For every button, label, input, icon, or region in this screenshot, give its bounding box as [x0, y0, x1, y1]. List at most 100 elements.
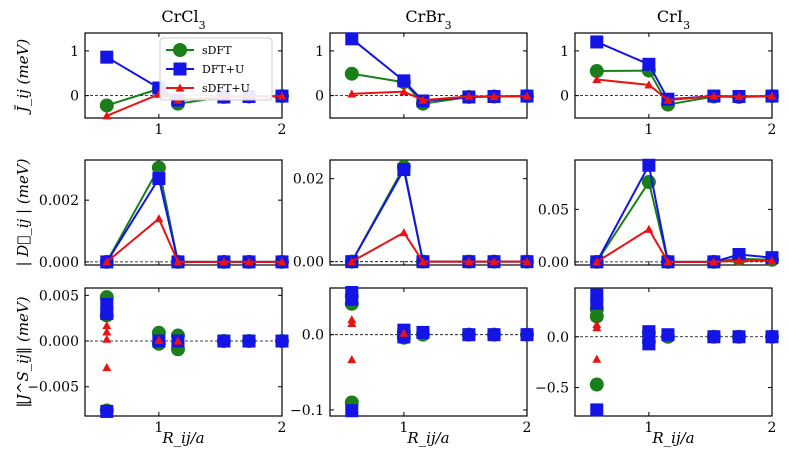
row-ylabel-0: J̄_ij (meV): [14, 39, 32, 116]
point-sDFT+U: [347, 89, 357, 98]
y-tick-label: 0.00: [293, 255, 324, 271]
axes-frame: [84, 32, 283, 119]
point-sDFT+U: [709, 91, 719, 100]
point-sDFT+U: [418, 95, 428, 104]
series-line-sDFT+U: [351, 90, 528, 102]
point-DFT+U: [642, 337, 656, 351]
point-sDFT+U: [173, 336, 183, 345]
point-DFT+U: [397, 330, 411, 344]
point-DFT+U: [732, 330, 746, 344]
point-sDFT+U: [399, 228, 409, 237]
point-sDFT+U: [592, 75, 602, 84]
x-tick-label: 2: [768, 122, 777, 138]
point-DFT+U: [642, 158, 656, 172]
point-sDFT+U: [644, 80, 654, 89]
y-tick-label: 1: [70, 44, 79, 60]
point-sDFT+U: [102, 320, 112, 330]
y-tick-label: 1: [315, 44, 324, 60]
x-tick-label: 1: [154, 122, 163, 138]
point-sDFT+U: [102, 111, 112, 120]
point-DFT+U: [661, 328, 675, 342]
x-tick-label: 1: [644, 122, 653, 138]
y-tick-label: 0: [560, 89, 569, 105]
point-DFT+U: [707, 330, 721, 344]
legend-label-DFT+U: DFT+U: [202, 63, 244, 76]
legend-label-sDFT: sDFT: [202, 44, 232, 57]
y-tick-label: 0.0: [547, 330, 569, 346]
point-sDFT+U: [522, 91, 532, 100]
point-sDFT+U: [244, 257, 254, 266]
series-line-DFT+U: [595, 162, 773, 263]
row-ylabel-2: ‖J^S_ij‖ (meV): [14, 296, 32, 407]
point-sDFT: [589, 309, 604, 324]
point-sDFT+U: [347, 257, 357, 266]
point-sDFT+U: [734, 256, 744, 265]
point-DFT+U: [416, 325, 430, 339]
legend-label-sDFT+U: sDFT+U: [202, 82, 250, 95]
series-line-sDFT: [105, 164, 282, 263]
point-DFT+U: [732, 248, 746, 261]
point-sDFT+U: [399, 87, 409, 96]
point-sDFT+U: [464, 92, 474, 101]
column-title-0: CrCl3: [161, 7, 205, 32]
point-sDFT+U: [418, 257, 428, 266]
x-tick-label: 1: [399, 420, 408, 436]
legend: sDFT DFT+U sDFT+U: [159, 37, 273, 101]
y-tick-label: 0.00: [538, 255, 569, 271]
axes-frame: [329, 32, 528, 119]
point-sDFT+U: [399, 328, 409, 337]
point-sDFT+U: [489, 92, 499, 101]
point-sDFT+U: [347, 355, 357, 364]
x-tick-label: 2: [768, 420, 777, 436]
series-line-sDFT+U: [351, 231, 527, 263]
point-DFT+U: [590, 296, 604, 310]
panel-i-j: 0 1 1 2: [560, 32, 779, 138]
point-sDFT+U: [277, 257, 287, 266]
legend-marker-sDFT+U: [175, 83, 185, 92]
x-tick-label: 2: [278, 122, 287, 138]
series-line-sDFT+U: [596, 227, 772, 263]
series-line-DFT+U: [351, 38, 528, 103]
point-DFT+U: [100, 50, 114, 64]
point-DFT+U: [152, 172, 166, 186]
axes-frame: [574, 287, 773, 417]
point-sDFT+U: [734, 92, 744, 101]
point-sDFT+U: [644, 224, 654, 233]
y-tick-label: 0.02: [293, 172, 324, 188]
panel-br-s: −0.1 0.0 1 2: [290, 286, 534, 436]
point-sDFT+U: [767, 91, 777, 100]
column-title-1: CrBr3: [405, 7, 451, 32]
point-sDFT+U: [347, 318, 357, 327]
point-sDFT+U: [173, 257, 183, 266]
point-DFT+U: [397, 74, 411, 88]
point-sDFT+U: [663, 257, 673, 266]
point-sDFT+U: [592, 323, 602, 332]
axes-frame: [574, 32, 773, 119]
series-line-sDFT: [595, 179, 773, 263]
point-sDFT+U: [102, 327, 112, 336]
point-sDFT+U: [154, 335, 164, 344]
point-sDFT: [99, 98, 114, 113]
point-sDFT+U: [277, 91, 287, 100]
panel-i-d: 0.00 0.05: [538, 158, 779, 271]
point-DFT+U: [345, 32, 359, 46]
column-title-2: CrI3: [657, 7, 690, 32]
y-tick-label: 0.05: [538, 202, 569, 218]
point-sDFT+U: [663, 95, 673, 104]
point-sDFT+U: [592, 257, 602, 266]
point-sDFT+U: [154, 214, 164, 223]
point-DFT+U: [642, 325, 656, 339]
point-sDFT: [344, 66, 359, 81]
point-sDFT+U: [219, 257, 229, 266]
point-sDFT+U: [709, 257, 719, 266]
point-DFT+U: [275, 334, 289, 348]
point-DFT+U: [765, 330, 779, 344]
x-tick-label: 1: [154, 420, 163, 436]
panel-i-s: −0.5 0.0 1 2: [535, 287, 779, 436]
y-tick-label: 0.000: [39, 255, 79, 271]
point-sDFT+U: [489, 257, 499, 266]
series-line-sDFT+U: [596, 78, 773, 102]
panel-br-j: 01: [315, 32, 534, 119]
legend-box: [159, 37, 273, 101]
